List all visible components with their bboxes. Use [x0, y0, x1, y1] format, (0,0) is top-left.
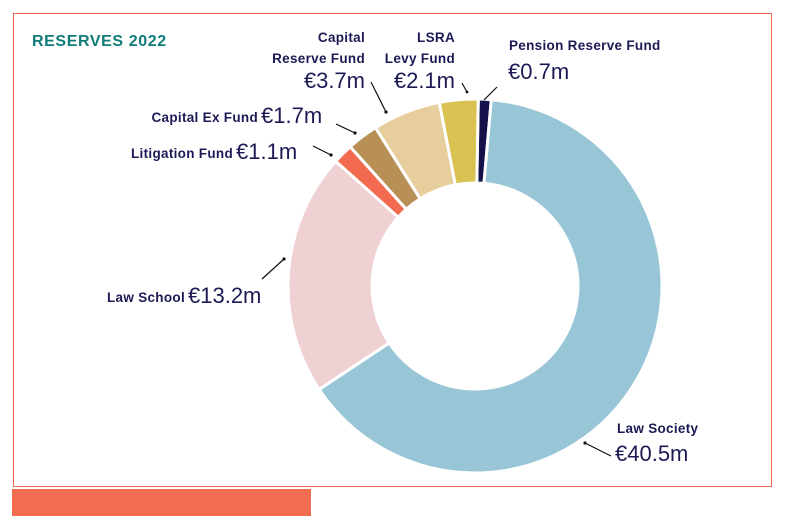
label-litig: Litigation Fund €1.1m [131, 139, 333, 164]
label-capex: Capital Ex Fund €1.7m [151, 103, 357, 135]
label-capres-name-1: Capital [318, 30, 365, 45]
label-capex-value: €1.7m [261, 103, 322, 128]
leader-line-lsra [461, 82, 468, 93]
chart-title: RESERVES 2022 [32, 33, 167, 50]
label-society: Law Society €40.5m [583, 421, 698, 466]
leader-line-school [261, 258, 285, 280]
slice-lsra [437, 97, 480, 187]
chart-frame [13, 13, 772, 487]
leader-line-litig [312, 145, 332, 156]
label-school: Law School €13.2m [107, 257, 286, 308]
label-pension-value: €0.7m [508, 59, 569, 84]
label-capres: Capital Reserve Fund €3.7m [272, 30, 388, 114]
label-school-name: Law School [107, 290, 185, 305]
leader-dot-capres [384, 110, 388, 114]
label-pension: Pension Reserve Fund €0.7m [483, 38, 661, 101]
label-lsra-value: €2.1m [394, 68, 455, 93]
accent-bar [12, 489, 311, 516]
label-society-name: Law Society [617, 421, 699, 436]
leader-dot-litig [329, 153, 333, 157]
leader-dot-lsra [465, 90, 469, 94]
label-capres-value: €3.7m [304, 68, 365, 93]
label-pension-name: Pension Reserve Fund [509, 38, 661, 53]
leader-dot-society [583, 441, 587, 445]
leader-line-capex [335, 123, 356, 134]
label-litig-value: €1.1m [236, 139, 297, 164]
leader-line-capres [370, 81, 387, 113]
slice-school [286, 159, 401, 392]
label-school-value: €13.2m [188, 283, 261, 308]
label-lsra-name-2: Levy Fund [385, 51, 455, 66]
label-lsra-name-1: LSRA [417, 30, 455, 45]
label-lsra: LSRA Levy Fund €2.1m [385, 30, 469, 94]
label-capex-name: Capital Ex Fund [151, 110, 258, 125]
leader-line-society [584, 442, 612, 457]
leader-dot-school [282, 257, 286, 261]
leader-line-pension [483, 86, 498, 101]
leader-dot-capex [353, 131, 357, 135]
slices-group [286, 97, 664, 475]
label-capres-name-2: Reserve Fund [272, 51, 365, 66]
label-society-value: €40.5m [615, 441, 688, 466]
label-litig-name: Litigation Fund [131, 146, 233, 161]
slice-society [317, 98, 664, 475]
